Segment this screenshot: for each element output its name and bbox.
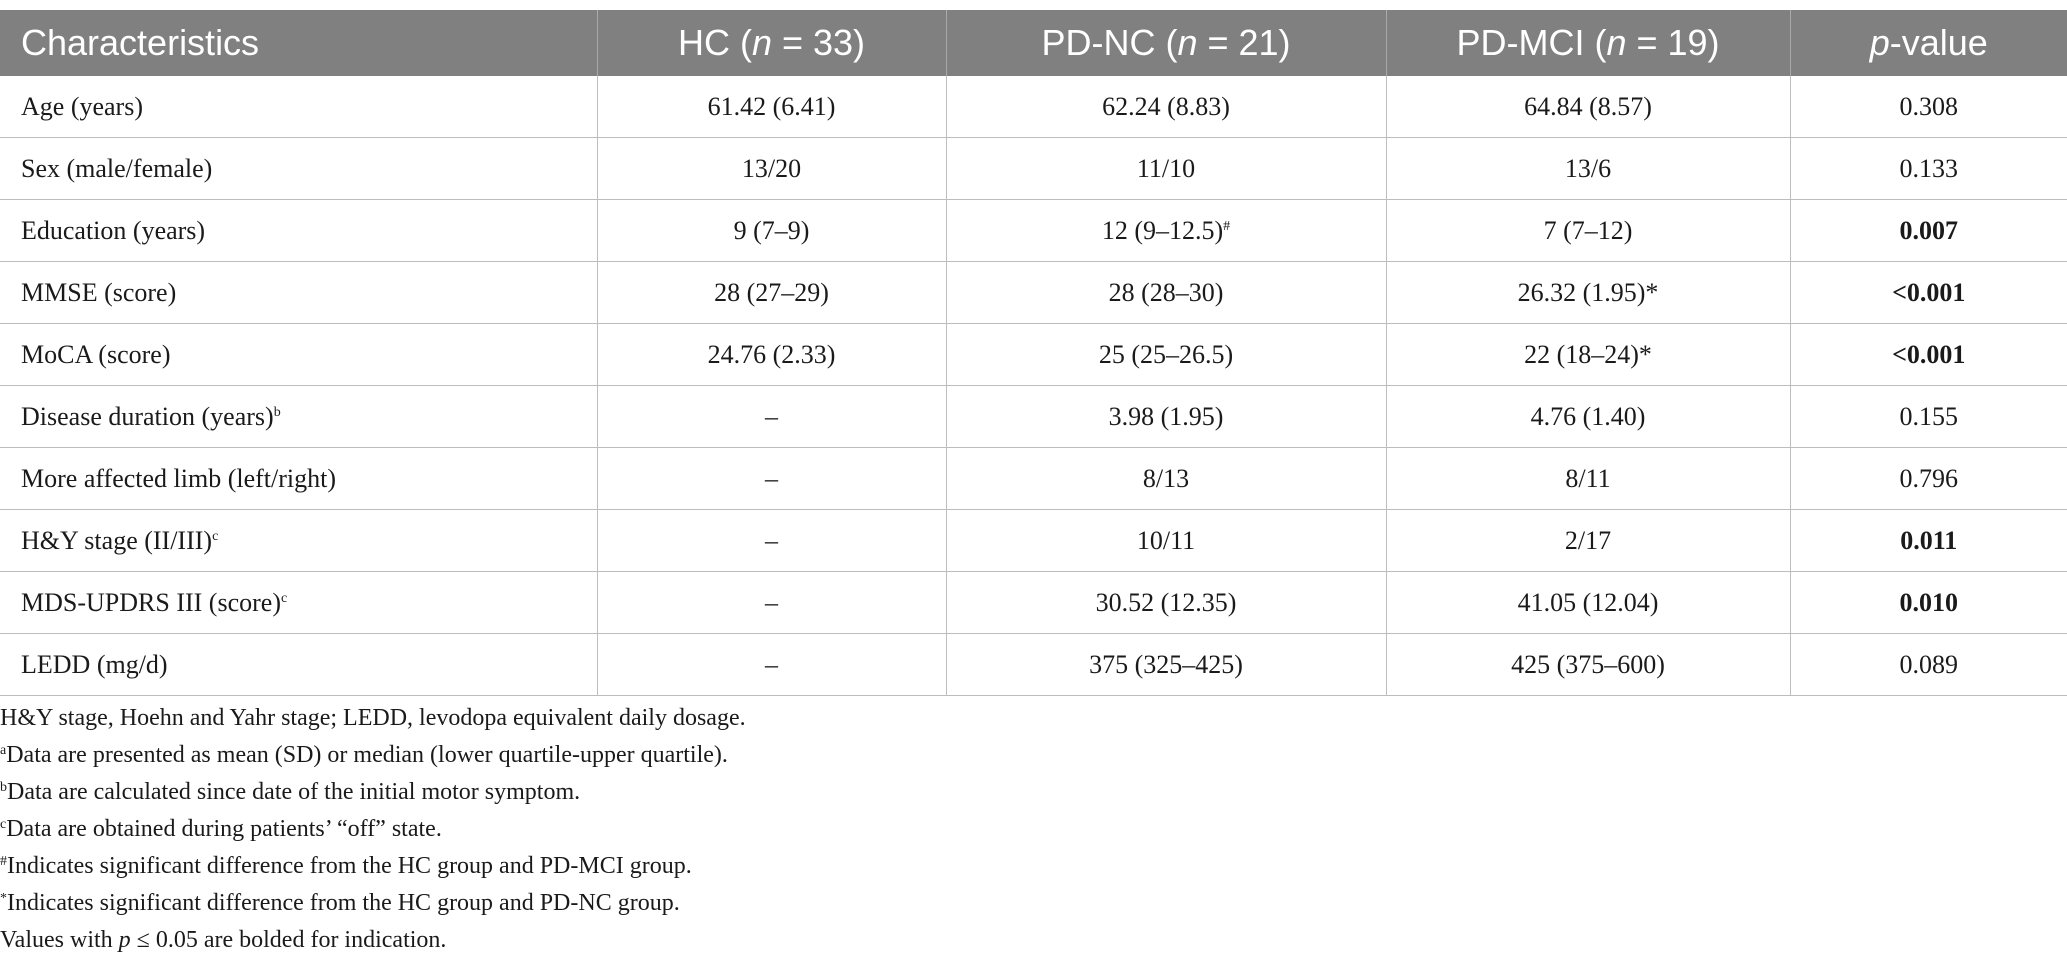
cell-p-value: 0.133 xyxy=(1790,137,2067,200)
table-row: Education (years) 9 (7–9) 12 (9–12.5)# 7 (7… xyxy=(0,199,2067,262)
cell-hc: 13/20 xyxy=(597,137,947,200)
cell-pd-nc: 11/10 xyxy=(946,137,1387,200)
characteristics-table: Characteristics HC (n = 33) PD-NC (n = 2… xyxy=(0,10,2067,696)
cell-pd-mci: 8/11 xyxy=(1386,447,1791,510)
cell-hc: 24.76 (2.33) xyxy=(597,323,947,386)
table-row: More affected limb (left/right) –8/13 8/11… xyxy=(0,447,2067,510)
cell-p-value: <0.001 xyxy=(1790,261,2067,324)
table-container: Characteristics HC (n = 33) PD-NC (n = 2… xyxy=(0,10,2067,696)
table-row: Age (years) 61.42 (6.41) 62.24 (8.83) 64.84… xyxy=(0,76,2067,138)
cell-pd-nc: 30.52 (12.35) xyxy=(946,571,1387,634)
cell-p-value: 0.011 xyxy=(1790,509,2067,572)
cell-hc: – xyxy=(597,385,947,448)
cell-pd-nc: 8/13 xyxy=(946,447,1387,510)
table-row: H&Y stage (II/III)c –10/11 2/17 0.011 xyxy=(0,509,2067,572)
row-label: Education (years) xyxy=(0,199,598,262)
footnote: #Indicates significant difference from t… xyxy=(0,853,692,879)
footnote: H&Y stage, Hoehn and Yahr stage; LEDD, l… xyxy=(0,705,746,731)
cell-pd-nc: 375 (325–425) xyxy=(946,633,1387,696)
header-pd-nc: PD-NC (n = 21) xyxy=(946,10,1387,76)
cell-pd-nc: 3.98 (1.95) xyxy=(946,385,1387,448)
cell-hc: 9 (7–9) xyxy=(597,199,947,262)
header-p-value: p-value xyxy=(1790,10,2067,76)
footnote: cData are obtained during patients’ “off… xyxy=(0,816,442,842)
row-label: MMSE (score) xyxy=(0,261,598,324)
cell-pd-mci: 4.76 (1.40) xyxy=(1386,385,1791,448)
cell-pd-nc: 10/11 xyxy=(946,509,1387,572)
footnote-marker: c xyxy=(0,817,7,832)
table-row: Sex (male/female) 13/20 11/10 13/6 0.133 xyxy=(0,137,2067,200)
footnote-marker: a xyxy=(0,743,7,758)
cell-p-value: <0.001 xyxy=(1790,323,2067,386)
cell-pd-nc: 25 (25–26.5) xyxy=(946,323,1387,386)
header-row: Characteristics HC (n = 33) PD-NC (n = 2… xyxy=(0,10,2067,76)
footnote-marker: b xyxy=(0,780,7,795)
row-label: More affected limb (left/right) xyxy=(0,447,598,510)
row-label: Disease duration (years)b xyxy=(0,385,598,448)
table-footnotes: H&Y stage, Hoehn and Yahr stage; LEDD, l… xyxy=(0,700,2067,959)
row-label-sup: b xyxy=(273,404,281,420)
cell-p-value: 0.010 xyxy=(1790,571,2067,634)
cell-pd-nc: 28 (28–30) xyxy=(946,261,1387,324)
cell-hc: – xyxy=(597,571,947,634)
cell-pd-mci: 2/17 xyxy=(1386,509,1791,572)
cell-p-value: 0.308 xyxy=(1790,76,2067,138)
footnote: aData are presented as mean (SD) or medi… xyxy=(0,742,728,768)
row-label: MoCA (score) xyxy=(0,323,598,386)
cell-hc: 28 (27–29) xyxy=(597,261,947,324)
cell-hc: 61.42 (6.41) xyxy=(597,76,947,138)
cell-p-value: 0.796 xyxy=(1790,447,2067,510)
table-row: LEDD (mg/d) –375 (325–425) 425 (375–600) 0.… xyxy=(0,633,2067,696)
cell-p-value: 0.155 xyxy=(1790,385,2067,448)
header-pd-mci: PD-MCI (n = 19) xyxy=(1386,10,1791,76)
row-label-sup: c xyxy=(212,528,219,544)
cell-hc: – xyxy=(597,509,947,572)
footnote: *Indicates significant difference from t… xyxy=(0,890,680,916)
cell-pd-mci: 7 (7–12) xyxy=(1386,199,1791,262)
cell-pd-nc: 12 (9–12.5)# xyxy=(946,199,1387,262)
header-characteristics: Characteristics xyxy=(0,10,598,76)
table-row: MMSE (score) 28 (27–29) 28 (28–30) 26.32 (1… xyxy=(0,261,2067,324)
row-label: H&Y stage (II/III)c xyxy=(0,509,598,572)
cell-hc: – xyxy=(597,447,947,510)
row-label: MDS-UPDRS III (score)c xyxy=(0,571,598,634)
table-row: Disease duration (years)b –3.98 (1.95) 4.7… xyxy=(0,385,2067,448)
header-hc: HC (n = 33) xyxy=(597,10,947,76)
row-label: Sex (male/female) xyxy=(0,137,598,200)
cell-pd-mci: 425 (375–600) xyxy=(1386,633,1791,696)
table-row: MDS-UPDRS III (score)c –30.52 (12.35) 41.0… xyxy=(0,571,2067,634)
row-label: LEDD (mg/d) xyxy=(0,633,598,696)
cell-pd-nc: 62.24 (8.83) xyxy=(946,76,1387,138)
cell-pd-nc-sup: # xyxy=(1223,218,1231,234)
footnote: Values with p ≤ 0.05 are bolded for indi… xyxy=(0,927,447,953)
footnote: bData are calculated since date of the i… xyxy=(0,779,581,805)
cell-pd-mci: 22 (18–24)* xyxy=(1386,323,1791,386)
cell-pd-mci: 13/6 xyxy=(1386,137,1791,200)
cell-p-value: 0.007 xyxy=(1790,199,2067,262)
cell-pd-mci: 41.05 (12.04) xyxy=(1386,571,1791,634)
footnote-marker: * xyxy=(0,891,7,906)
row-label-sup: c xyxy=(280,590,288,606)
cell-pd-mci: 26.32 (1.95)* xyxy=(1386,261,1791,324)
cell-p-value: 0.089 xyxy=(1790,633,2067,696)
footnote-marker: # xyxy=(0,854,7,869)
cell-hc: – xyxy=(597,633,947,696)
table-row: MoCA (score) 24.76 (2.33) 25 (25–26.5) 22 (… xyxy=(0,323,2067,386)
cell-pd-mci: 64.84 (8.57) xyxy=(1386,76,1791,138)
row-label: Age (years) xyxy=(0,76,598,138)
